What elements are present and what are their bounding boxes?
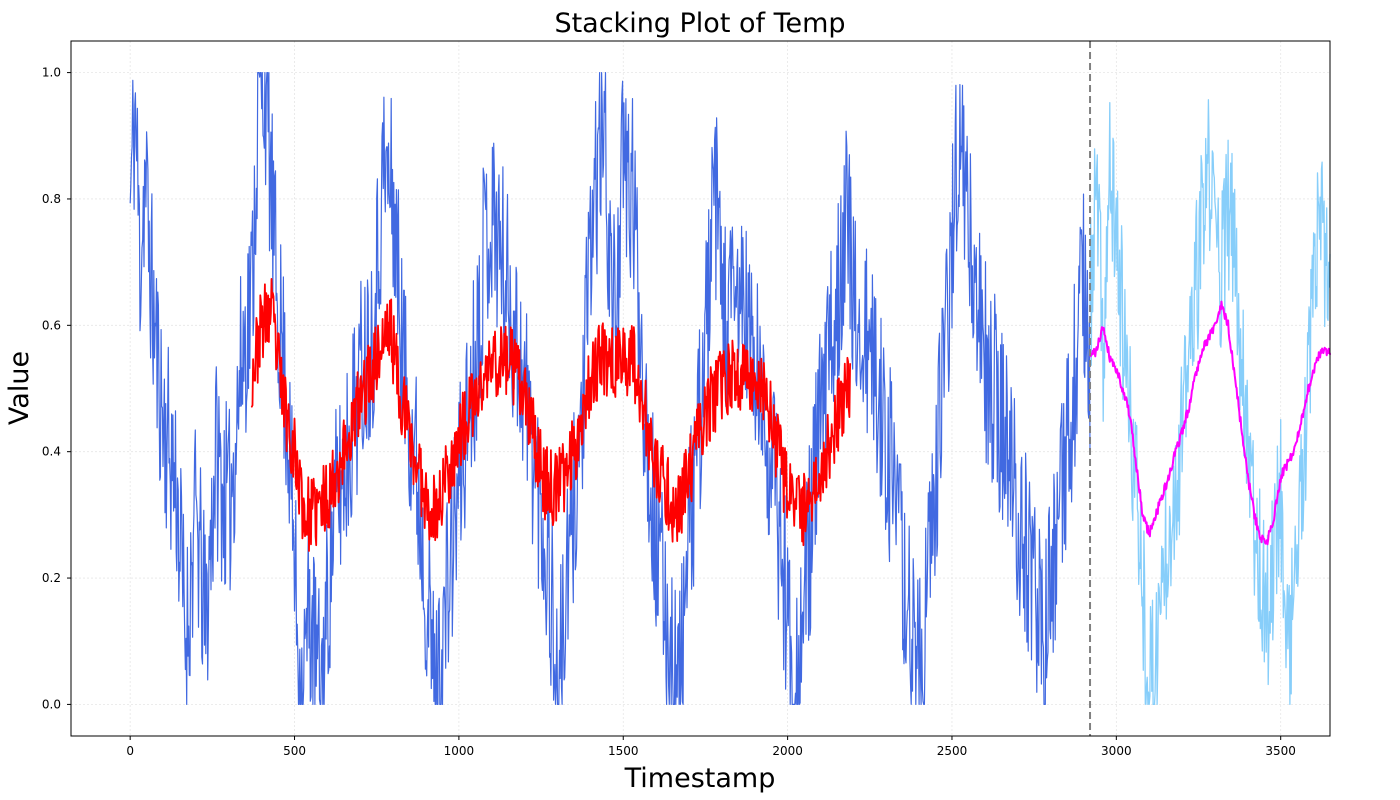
y-tick-label: 0.2 xyxy=(42,571,61,585)
x-tick-label: 3000 xyxy=(1101,744,1132,758)
x-tick-label: 2000 xyxy=(772,744,803,758)
chart-title: Stacking Plot of Temp xyxy=(554,8,845,39)
series-line-forecast-smoothed xyxy=(1089,300,1331,546)
y-axis: 0.0 0.2 0.4 0.6 0.8 1.0 xyxy=(42,66,71,711)
x-tick-label: 0 xyxy=(126,744,134,758)
y-tick-label: 1.0 xyxy=(42,66,61,80)
x-axis: 0 500 1000 1500 2000 2500 3000 3500 xyxy=(126,736,1296,758)
x-tick-label: 500 xyxy=(283,744,306,758)
series-line-smoothed-history xyxy=(250,278,851,552)
x-tick-label: 1000 xyxy=(444,744,475,758)
x-tick-label: 2500 xyxy=(937,744,968,758)
series-layer xyxy=(129,72,1331,706)
series-line-forecast xyxy=(1089,99,1331,706)
y-tick-label: 0.0 xyxy=(42,697,61,711)
y-tick-label: 0.6 xyxy=(42,318,61,332)
y-axis-title: Value xyxy=(4,351,35,425)
plot-frame xyxy=(70,40,1331,737)
x-tick-label: 3500 xyxy=(1265,744,1296,758)
x-tick-label: 1500 xyxy=(608,744,639,758)
series-line-history xyxy=(129,72,1091,705)
y-tick-label: 0.4 xyxy=(42,445,61,459)
x-axis-title: Timestamp xyxy=(624,763,776,794)
y-tick-label: 0.8 xyxy=(42,192,61,206)
